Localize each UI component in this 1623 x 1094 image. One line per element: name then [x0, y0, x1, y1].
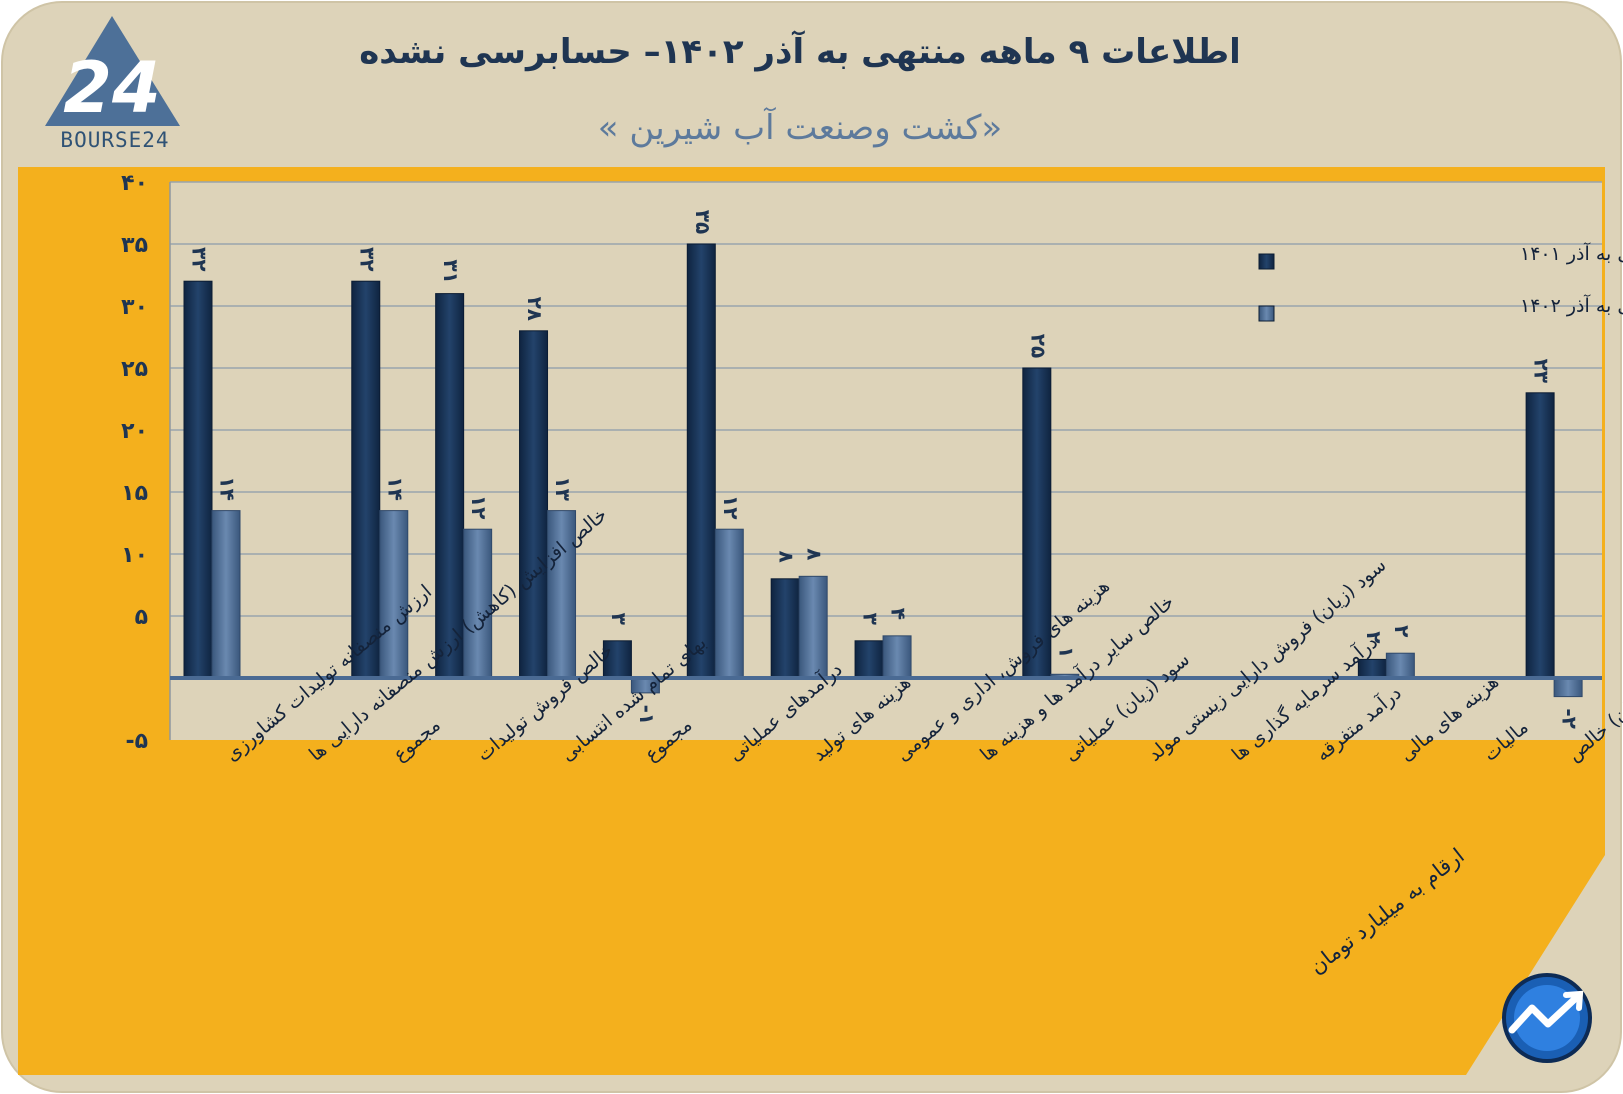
chart-title: اطلاعات ۹ ماهه منتهی به آذر ۱۴۰۲– حسابرس…	[359, 32, 1241, 72]
data-label: ۱۲	[467, 495, 491, 519]
data-label: ۱۴	[383, 476, 407, 500]
bar-1401	[519, 330, 549, 679]
data-label: ۲۸	[523, 297, 547, 321]
bar-1402	[882, 635, 912, 679]
data-label: ۲۵	[1026, 334, 1050, 358]
data-label: ۸	[803, 548, 827, 560]
data-label: ۱۴	[216, 476, 240, 500]
svg-text:24: 24	[63, 47, 160, 129]
legend-label: عملکرد منتهی به آذر ۱۴۰۱	[1520, 241, 1623, 265]
bar-1401	[602, 640, 632, 679]
data-label: ۳	[607, 613, 631, 625]
bar-1401	[686, 243, 716, 679]
y-tick-label: ۲۰	[121, 419, 148, 444]
data-label: ۱۳	[551, 476, 575, 500]
bar-1402	[798, 575, 828, 679]
bar-1402	[379, 510, 409, 679]
data-label: ۱۲	[719, 495, 743, 519]
y-tick-label: ۳۵	[121, 233, 148, 258]
data-label: ۴	[887, 608, 911, 620]
data-label: ۳	[859, 613, 883, 625]
bar-1401	[854, 640, 884, 679]
data-label: -۱	[635, 705, 659, 726]
logo-text: BOURSE24	[60, 128, 170, 152]
data-label: ۳۲	[355, 247, 379, 271]
data-label: ۸	[775, 551, 799, 563]
y-tick-label: ۴۰	[121, 171, 148, 196]
y-tick-label: -۵	[125, 729, 148, 754]
legend: عملکرد منتهی به آذر ۱۴۰۱ عملکرد منتهی به …	[1258, 241, 1623, 322]
legend-swatch	[1258, 253, 1275, 270]
bar-1402	[211, 510, 241, 679]
bar-1401	[351, 280, 381, 679]
data-label: ۳۱	[439, 259, 463, 283]
y-tick-label: ۱۰	[121, 543, 148, 568]
data-label: ۱	[1054, 646, 1078, 658]
data-label: ۳۵	[691, 210, 715, 234]
bar-1402	[714, 528, 744, 679]
logo-mark: 24	[45, 16, 180, 129]
data-label: -۲	[1558, 708, 1582, 729]
grid	[169, 181, 1602, 740]
y-tick-label: ۲۵	[121, 357, 148, 382]
data-label: ۲	[1390, 625, 1414, 637]
data-label: ۲	[1362, 631, 1386, 643]
bar-1401	[1022, 367, 1052, 679]
bar-1402	[1385, 652, 1415, 679]
legend-label: عملکرد منتهی به آذر ۱۴۰۲	[1520, 293, 1623, 317]
y-tick-label: ۳۰	[121, 295, 148, 320]
bar-1401	[183, 280, 213, 679]
y-axis: -۵ ۵ ۱۰ ۱۵ ۲۰ ۲۵ ۳۰ ۳۵ ۴۰	[121, 171, 148, 754]
bar-1402	[547, 510, 577, 679]
legend-swatch	[1258, 305, 1275, 322]
data-label: ۲۳	[1530, 359, 1554, 383]
bar-1401	[770, 578, 800, 679]
data-label: ۳۲	[188, 247, 212, 271]
y-tick-label: ۱۵	[121, 481, 148, 506]
corner-badge	[1502, 973, 1592, 1063]
y-tick-label: ۵	[135, 605, 148, 630]
bar-1401	[435, 293, 465, 679]
chart-subtitle: «کشت وصنعت آب شیرین »	[597, 108, 1003, 148]
bar-1402	[1553, 677, 1583, 698]
bar-1401	[1525, 392, 1555, 679]
